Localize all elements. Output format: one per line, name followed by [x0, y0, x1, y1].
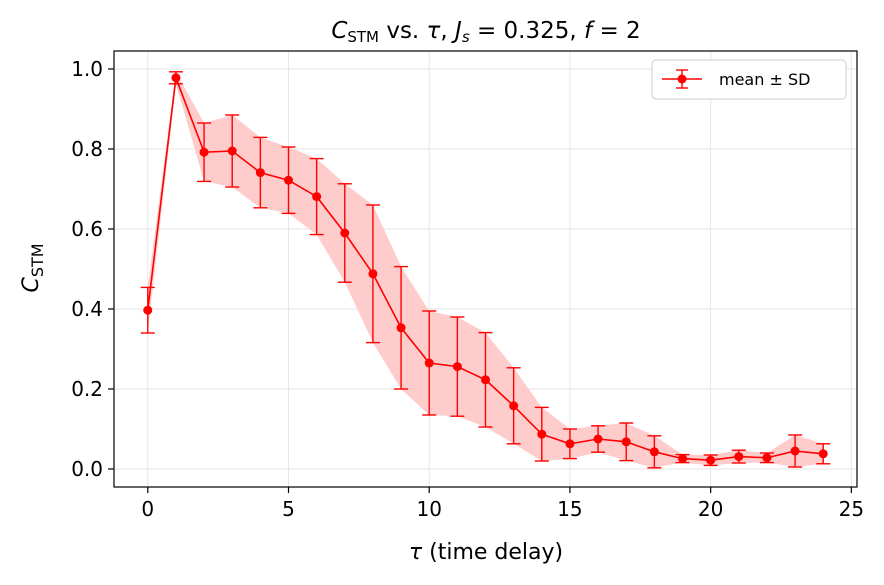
data-point — [424, 358, 434, 368]
x-tick-label: 20 — [698, 497, 723, 521]
data-point — [537, 429, 547, 439]
data-point — [143, 305, 153, 315]
legend-marker — [677, 74, 687, 84]
title-c-subscript: STM — [347, 28, 379, 46]
plot-frame — [113, 50, 858, 488]
title-tau-symbol: τ — [427, 18, 441, 44]
y-tick-label: 1.0 — [71, 57, 103, 81]
title-f-value: = 2 — [592, 18, 641, 44]
x-axis-tau-symbol: τ — [409, 540, 423, 565]
x-tick-label: 15 — [557, 497, 582, 521]
data-point — [171, 73, 181, 83]
data-point — [227, 146, 237, 156]
data-point — [283, 175, 293, 185]
title-vs-text: vs. — [379, 18, 427, 44]
data-point — [762, 453, 772, 463]
title-j-subscript: s — [462, 28, 470, 46]
data-point — [368, 269, 378, 279]
x-tick-label: 0 — [141, 497, 154, 521]
data-point — [481, 375, 490, 385]
data-point — [678, 454, 688, 464]
data-point — [818, 449, 828, 459]
data-point — [255, 168, 265, 178]
x-axis-title: τ (time delay) — [409, 540, 563, 565]
data-point — [621, 437, 631, 447]
data-point — [340, 228, 350, 238]
series-layer — [140, 71, 831, 469]
y-tick-label: 0.2 — [71, 377, 103, 401]
data-point — [593, 434, 603, 444]
data-point — [790, 446, 800, 456]
title-separator-2: , — [569, 18, 584, 44]
data-point — [452, 362, 462, 372]
y-tick-label: 0.8 — [71, 137, 103, 161]
ticks: 0 5 10 15 20 25 0.0 0.2 0.4 0.6 0.8 1.0 — [71, 57, 864, 521]
title-c-symbol: C — [331, 18, 347, 44]
data-point — [649, 447, 659, 457]
data-point — [312, 192, 322, 202]
y-axis-c-symbol: C — [19, 277, 44, 293]
title-j-symbol: J — [451, 18, 462, 44]
y-tick-label: 0.0 — [71, 457, 103, 481]
data-point — [565, 439, 575, 449]
x-tick-label: 5 — [282, 497, 295, 521]
legend-box — [651, 59, 847, 100]
data-point — [706, 455, 716, 465]
data-point — [199, 147, 209, 157]
title-separator-1: , — [440, 18, 455, 44]
y-axis-c-subscript: STM — [28, 243, 47, 277]
title-j-value: = 0.325 — [470, 18, 570, 44]
chart-title: CSTM vs. τ, Js = 0.325, f = 2 — [331, 18, 640, 46]
y-tick-label: 0.4 — [71, 297, 103, 321]
data-point — [734, 452, 744, 462]
data-point — [509, 401, 519, 411]
y-tick-label: 0.6 — [71, 217, 103, 241]
y-axis-title: CSTM — [19, 243, 47, 292]
x-tick-label: 10 — [416, 497, 441, 521]
legend-label: mean ± SD — [719, 70, 810, 89]
legend: mean ± SD — [651, 59, 847, 100]
title-f-symbol: f — [584, 18, 595, 44]
x-tick-label: 25 — [839, 497, 864, 521]
x-axis-label-text: (time delay) — [422, 540, 563, 565]
data-point — [396, 323, 406, 333]
